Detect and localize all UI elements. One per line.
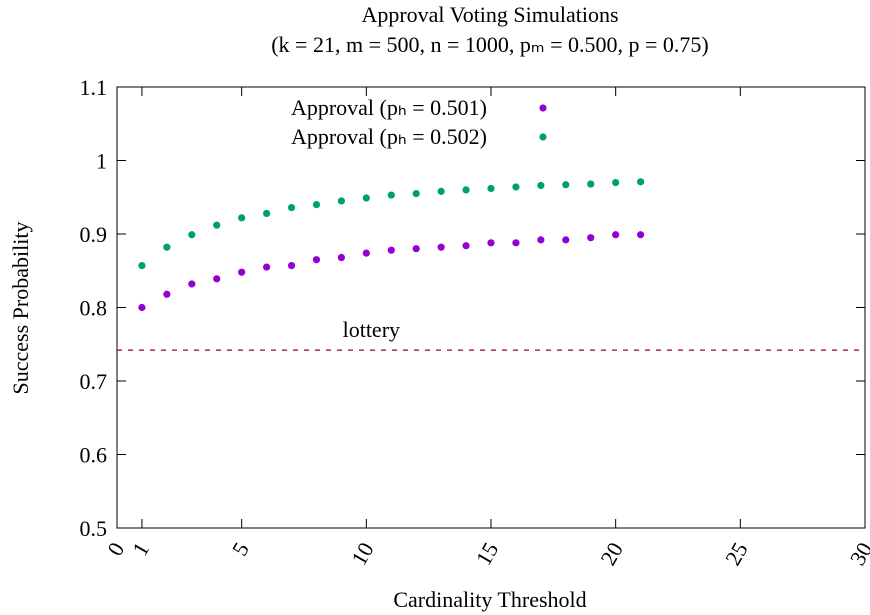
point [387,191,395,199]
y-tick-label: 0.5 [80,516,108,541]
point [238,268,246,276]
point [412,245,420,253]
point [263,209,271,218]
point [637,231,645,239]
legend-label: Approval (pₕ = 0.502) [291,124,487,149]
point [412,189,420,198]
point [587,180,595,188]
x-tick-label: 5 [227,538,254,560]
chart-subtitle: (k = 21, m = 500, n = 1000, pₘ = 0.500, … [271,32,709,57]
point [487,239,495,247]
point [537,236,545,244]
point [512,239,520,247]
point [138,262,146,270]
point [238,214,246,222]
point [612,178,620,187]
point [312,256,321,264]
x-tick-label: 10 [346,538,379,570]
point [188,280,196,288]
y-tick-label: 0.8 [80,296,108,321]
point [337,197,345,205]
point [562,236,570,244]
point [312,201,321,209]
point [437,187,445,195]
point [337,253,345,262]
legend-label: Approval (pₕ = 0.501) [291,95,487,120]
x-tick-label: 1 [127,538,154,560]
point [263,263,271,271]
reference-label: lottery [343,317,400,342]
x-tick-label: 15 [471,538,504,570]
y-tick-label: 0.9 [80,222,108,247]
point [287,262,296,270]
point [188,231,196,239]
point [462,186,470,194]
x-tick-label: 25 [720,538,753,570]
x-tick-label: 0 [102,538,129,560]
point [163,290,171,298]
point [462,242,470,250]
x-tick-label: 30 [845,538,870,570]
point [562,181,570,189]
y-tick-label: 1.1 [80,75,108,100]
point [612,231,620,239]
point [487,184,495,193]
point [512,183,520,191]
point [437,243,445,251]
point [163,243,171,251]
y-tick-label: 0.7 [80,369,108,394]
chart-title: Approval Voting Simulations [361,2,618,27]
x-axis-label: Cardinality Threshold [393,587,586,612]
point [138,303,146,312]
point [362,249,370,257]
y-tick-label: 1 [96,149,107,174]
point [287,203,296,212]
point [213,275,221,283]
legend-marker [539,104,547,112]
point [637,178,645,186]
y-axis-label: Success Probability [8,222,33,395]
plot-border [116,86,866,529]
y-tick-label: 0.6 [80,443,108,468]
point [213,221,221,229]
point [387,246,395,254]
x-tick-label: 20 [595,538,628,570]
legend-marker [539,133,547,141]
point [537,181,545,190]
point [362,194,370,202]
point [587,234,595,242]
